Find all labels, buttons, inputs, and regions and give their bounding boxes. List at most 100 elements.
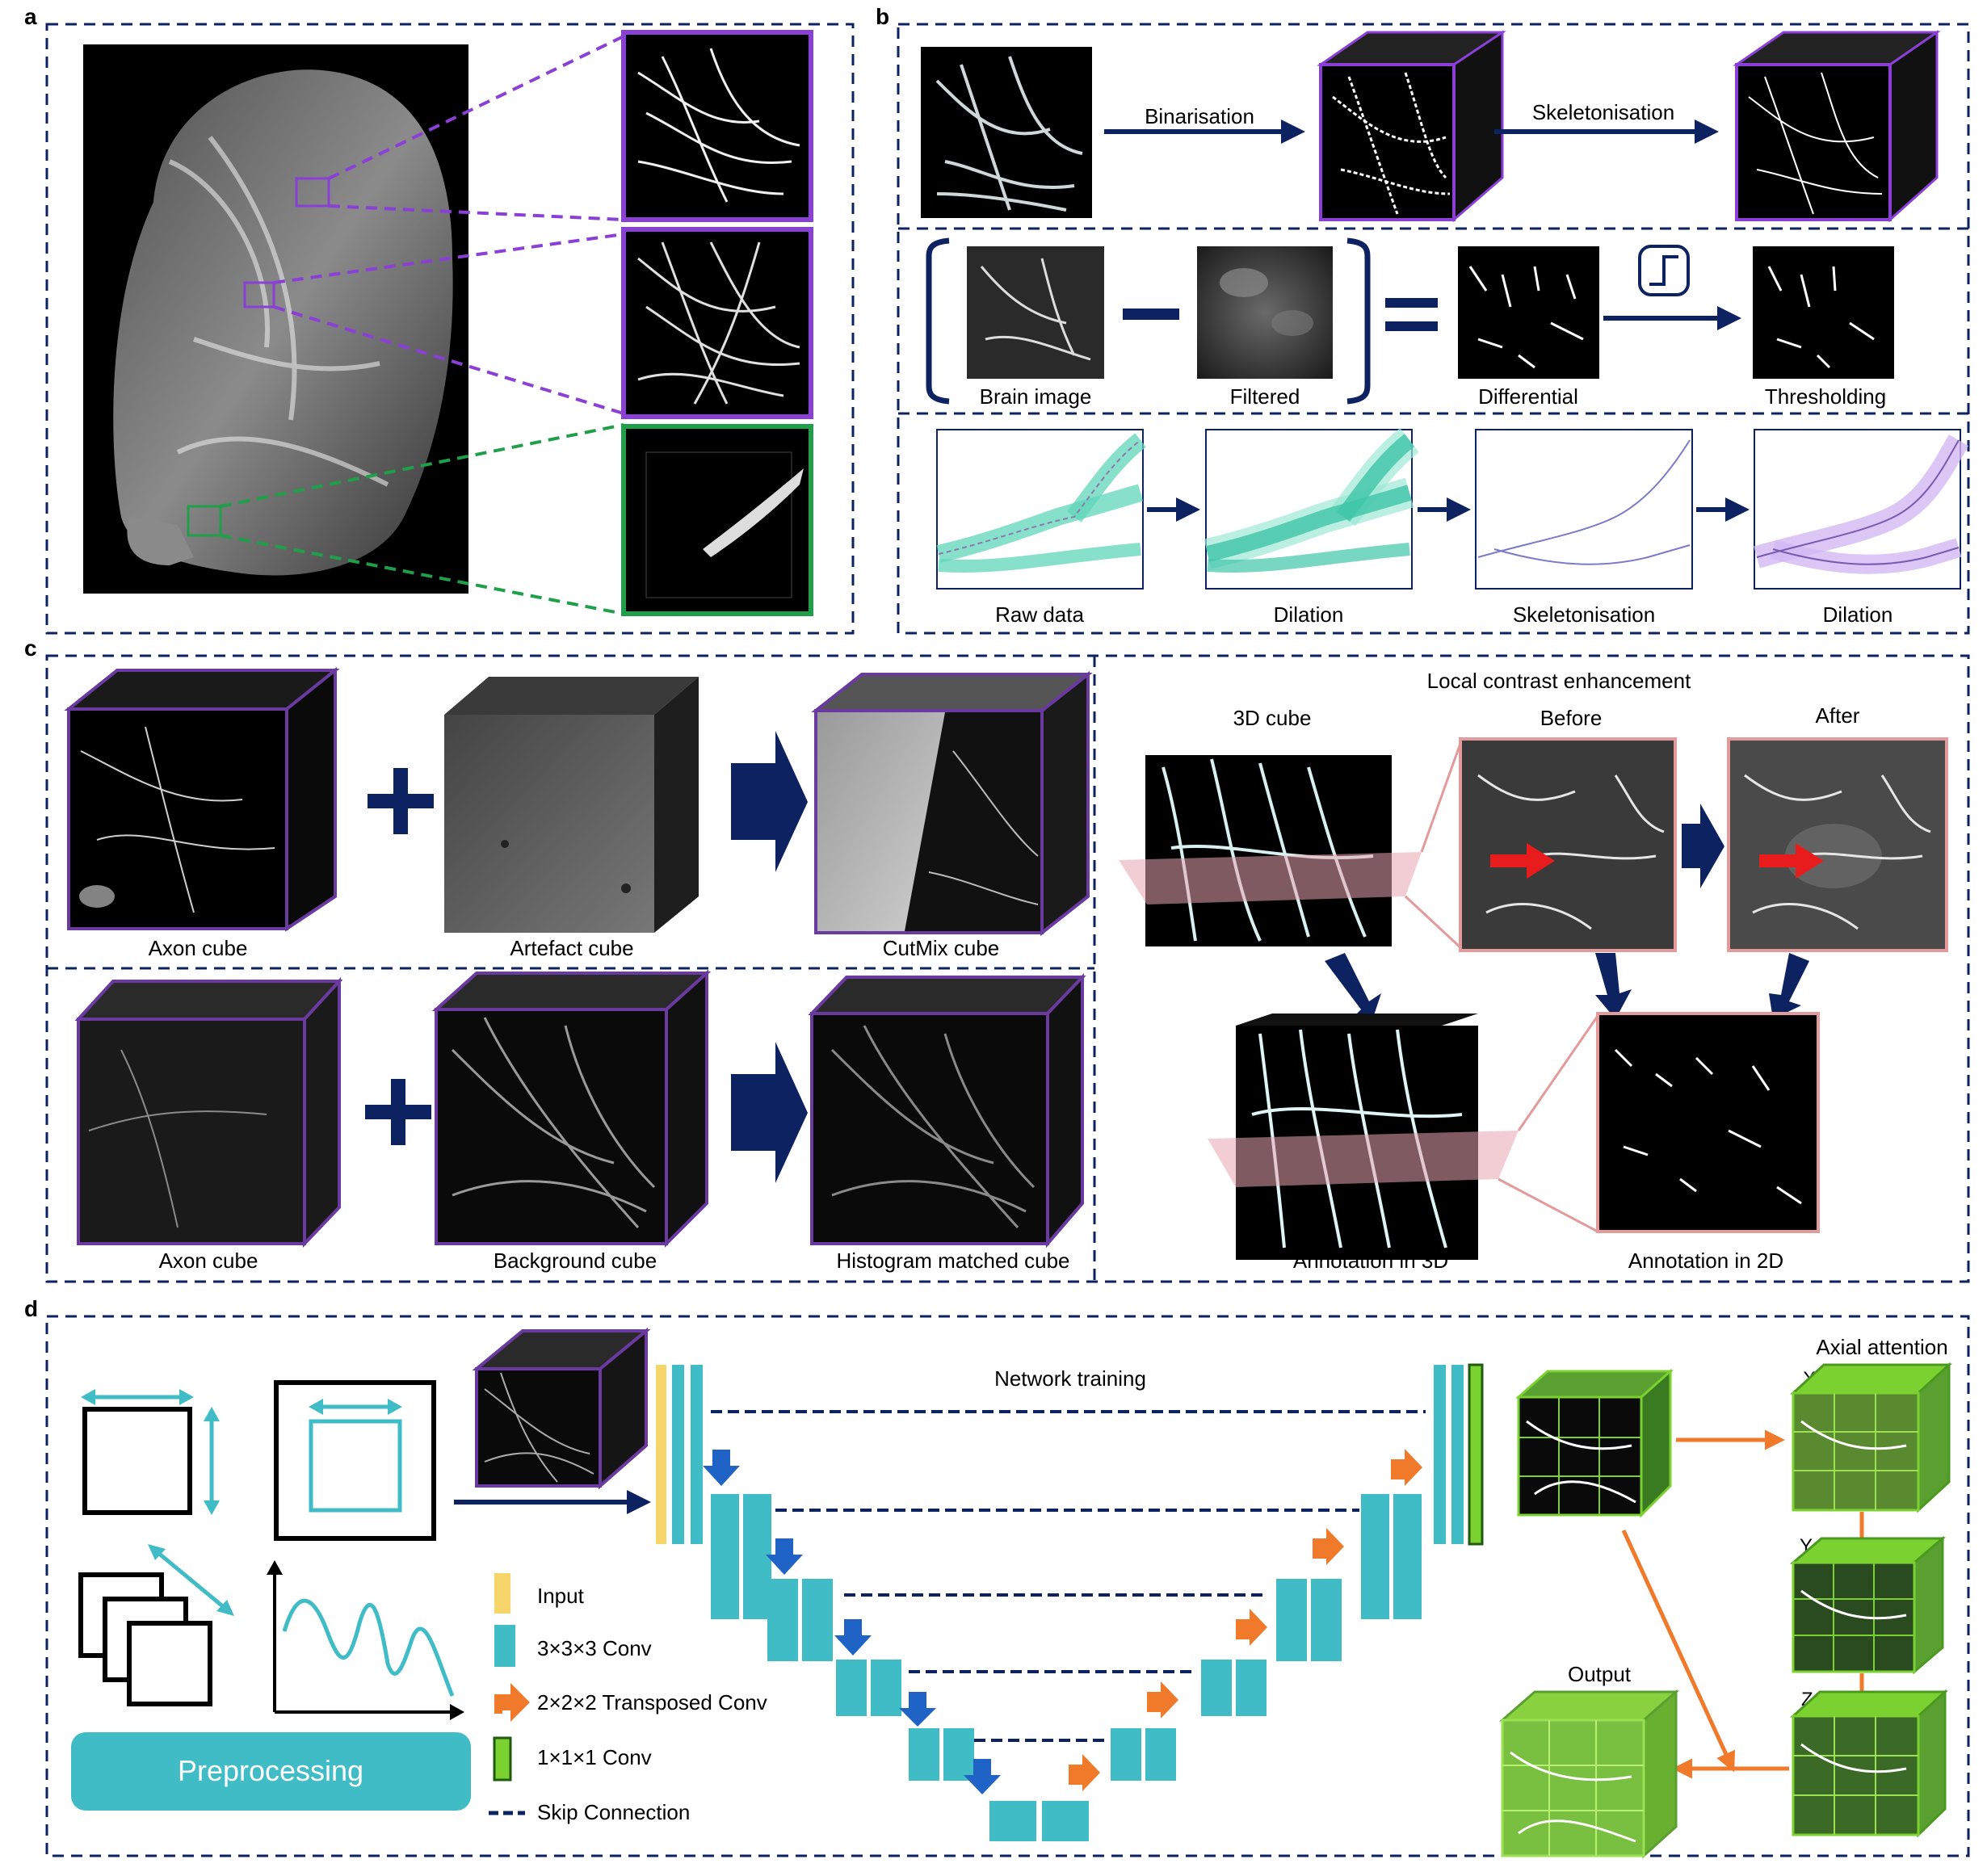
panel-label-c: c — [24, 636, 37, 661]
big-arrow-2 — [731, 1042, 808, 1183]
histogram-matched-cube — [808, 973, 1086, 1249]
brain-shape — [113, 69, 453, 576]
roi-box-1 — [295, 177, 330, 208]
preprocessing-label: Preprocessing — [178, 1754, 363, 1787]
downsample-arrows — [703, 1450, 1001, 1794]
unet-skip-connections — [711, 1410, 1426, 1742]
skeletonised-cube — [1733, 30, 1941, 223]
panel-b-frame — [897, 23, 1970, 635]
minus-sign — [1123, 308, 1179, 320]
attention-cube-output — [1499, 1689, 1679, 1859]
skeletonisation-label-bottom: Skeletonisation — [1513, 602, 1655, 627]
before-image — [1459, 737, 1677, 952]
equals-bottom — [1385, 321, 1438, 331]
attention-cube-z — [1790, 1689, 1948, 1838]
legend-tconv-label: 2×2×2 Transposed Conv — [537, 1690, 767, 1714]
attention-cube-y — [1789, 1535, 1947, 1675]
annotation-3d-label: Annotation in 3D — [1293, 1249, 1448, 1273]
skeletonisation-diagram — [1475, 429, 1693, 590]
annotation-3d-cube — [1208, 1014, 1519, 1260]
histogram-matched-cube-label: Histogram matched cube — [836, 1249, 1069, 1273]
input-cube — [472, 1327, 651, 1490]
axial-attention-label: Axial attention — [1816, 1335, 1947, 1359]
stack-icon — [78, 1544, 234, 1706]
panel-d: Preprocessing Network training — [71, 1327, 1952, 1859]
before-label: Before — [1540, 706, 1603, 730]
dilation-label-2: Dilation — [1823, 602, 1893, 627]
output-layer — [1468, 1363, 1484, 1546]
panel-frames — [45, 23, 1970, 1857]
filtered-thumb — [1197, 246, 1333, 379]
panel-label-b: b — [876, 4, 889, 29]
background-cube-label: Background cube — [494, 1249, 657, 1273]
input-layer — [656, 1365, 666, 1544]
filtered-label: Filtered — [1230, 384, 1300, 409]
axon-cube-2 — [74, 976, 343, 1248]
output-label: Output — [1568, 1662, 1632, 1686]
background-cube — [431, 969, 712, 1248]
legend-input-swatch — [494, 1573, 510, 1614]
annotation-2d-image — [1596, 1012, 1820, 1233]
plus-icon-2 — [365, 1079, 431, 1145]
legend-input-label: Input — [537, 1584, 585, 1608]
binarisation-label: Binarisation — [1145, 104, 1254, 128]
panel-c: Axon cube Artefact cube CutMix cube — [64, 666, 1948, 1273]
binarised-cube — [1317, 30, 1506, 223]
panel-b: Binarisation Skeletonisation Brain image — [921, 30, 1969, 627]
roi-box-2 — [243, 281, 275, 308]
legend-conv1-swatch — [493, 1736, 512, 1782]
cutmix-cube — [811, 670, 1093, 937]
thresholding-thumb — [1753, 246, 1894, 379]
crop-icon — [274, 1380, 436, 1541]
inset-cube-top — [621, 30, 813, 222]
histogram-icon — [267, 1560, 464, 1720]
lce-down-arrows — [1325, 953, 1809, 1022]
legend-conv3-swatch — [494, 1625, 515, 1667]
artefact-cube — [444, 677, 699, 933]
legend: Input 3×3×3 Conv 2×2×2 Transposed Conv 1… — [489, 1573, 767, 1824]
differential-thumb — [1458, 246, 1599, 379]
inset-cube-bottom — [621, 424, 813, 616]
axon-cube-label-2: Axon cube — [159, 1249, 258, 1273]
attention-cube-input — [1515, 1368, 1674, 1518]
after-label: After — [1816, 703, 1860, 728]
raw-data-label: Raw data — [995, 602, 1084, 627]
panel-d-frame — [45, 1315, 1970, 1857]
axon-cube-1 — [64, 666, 340, 932]
unet-blocks — [656, 1363, 1484, 1841]
lce-title: Local contrast enhancement — [1427, 669, 1691, 693]
legend-conv3-label: 3×3×3 Conv — [537, 1636, 652, 1660]
brain-image-thumb — [967, 246, 1104, 379]
after-image — [1727, 737, 1948, 952]
dilation-label-1: Dilation — [1274, 602, 1344, 627]
threshold-step-icon — [1638, 245, 1690, 296]
legend-tconv-icon — [494, 1683, 530, 1722]
attention-cube-x — [1790, 1362, 1952, 1513]
thresholding-label: Thresholding — [1765, 384, 1886, 409]
skeletonisation-label-top: Skeletonisation — [1532, 100, 1674, 124]
inset-cube-middle — [621, 227, 813, 419]
network-training-label: Network training — [994, 1366, 1146, 1391]
panel-label-a: a — [24, 4, 37, 29]
dilation-diagram-2 — [1754, 429, 1969, 590]
cube-3d-label: 3D cube — [1233, 706, 1312, 730]
legend-skip-label: Skip Connection — [537, 1800, 690, 1824]
annotation-2d-label: Annotation in 2D — [1628, 1249, 1783, 1273]
raw-data-diagram — [936, 429, 1146, 590]
raw-cube-b — [921, 47, 1092, 218]
brain-image-label: Brain image — [980, 384, 1092, 409]
upsample-arrows — [1069, 1449, 1422, 1791]
plus-icon-1 — [368, 768, 434, 834]
panel-a — [83, 30, 813, 616]
artefact-cube-label: Artefact cube — [510, 936, 633, 960]
differential-label: Differential — [1478, 384, 1578, 409]
big-arrow-1 — [731, 731, 808, 872]
equals-top — [1385, 298, 1438, 308]
preprocessing-box — [71, 1732, 471, 1811]
axon-cube-label-1: Axon cube — [149, 936, 248, 960]
lce-3d-cube — [1119, 755, 1422, 946]
resize-icon — [81, 1389, 220, 1515]
panel-label-d: d — [24, 1296, 38, 1321]
legend-conv1-label: 1×1×1 Conv — [537, 1745, 652, 1769]
